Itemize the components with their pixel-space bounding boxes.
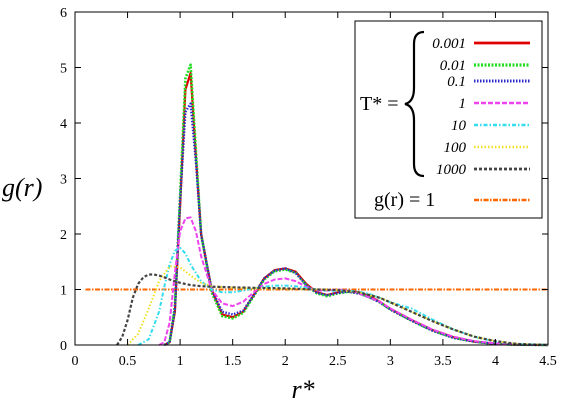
axis-ticks: 0 0.5 1 1.5 2 2.5 3 3.5 4 4.5 0 1 2 3 4 5 6 bbox=[60, 6, 557, 369]
x-tick-label: 1.5 bbox=[224, 354, 242, 369]
x-tick-label: 1 bbox=[177, 354, 184, 369]
legend-brace bbox=[404, 30, 425, 178]
x-tick-label: 2.5 bbox=[329, 354, 347, 369]
legend-label-reference: g(r) = 1 bbox=[374, 189, 435, 211]
y-tick-label: 4 bbox=[60, 117, 67, 132]
legend-label-4: 10 bbox=[451, 118, 467, 134]
legend-box bbox=[354, 20, 543, 219]
x-tick-label: 0.5 bbox=[119, 354, 137, 369]
y-tick-label: 1 bbox=[60, 284, 67, 299]
x-tick-label: 2 bbox=[282, 354, 289, 369]
legend-title: T* = bbox=[360, 93, 399, 115]
x-tick-label: 3 bbox=[387, 354, 394, 369]
x-tick-label: 4 bbox=[492, 354, 499, 369]
series-line-6 bbox=[116, 273, 549, 347]
y-axis-label: g(r) bbox=[2, 173, 42, 202]
legend-label-3: 1 bbox=[459, 96, 467, 112]
legend-label-5: 100 bbox=[444, 140, 467, 156]
y-tick-label: 5 bbox=[60, 62, 67, 77]
y-tick-label: 0 bbox=[60, 339, 67, 354]
legend-label-1: 0.01 bbox=[440, 58, 466, 74]
x-tick-label: 3.5 bbox=[434, 354, 452, 369]
y-tick-label: 2 bbox=[60, 228, 67, 243]
y-tick-label: 6 bbox=[60, 6, 67, 21]
plot-lines bbox=[85, 63, 549, 347]
series-line-4 bbox=[137, 246, 549, 346]
x-tick-label: 0 bbox=[72, 354, 79, 369]
x-axis-label: r* bbox=[291, 375, 314, 404]
series-line-3 bbox=[158, 216, 549, 346]
legend-label-6: 1000 bbox=[436, 162, 467, 178]
legend-label-0: 0.001 bbox=[432, 36, 466, 52]
y-tick-label: 3 bbox=[60, 173, 67, 188]
x-tick-label: 4.5 bbox=[539, 354, 557, 369]
series-line-1 bbox=[163, 63, 549, 347]
legend-label-2: 0.1 bbox=[447, 74, 466, 90]
series-line-5 bbox=[126, 265, 549, 346]
